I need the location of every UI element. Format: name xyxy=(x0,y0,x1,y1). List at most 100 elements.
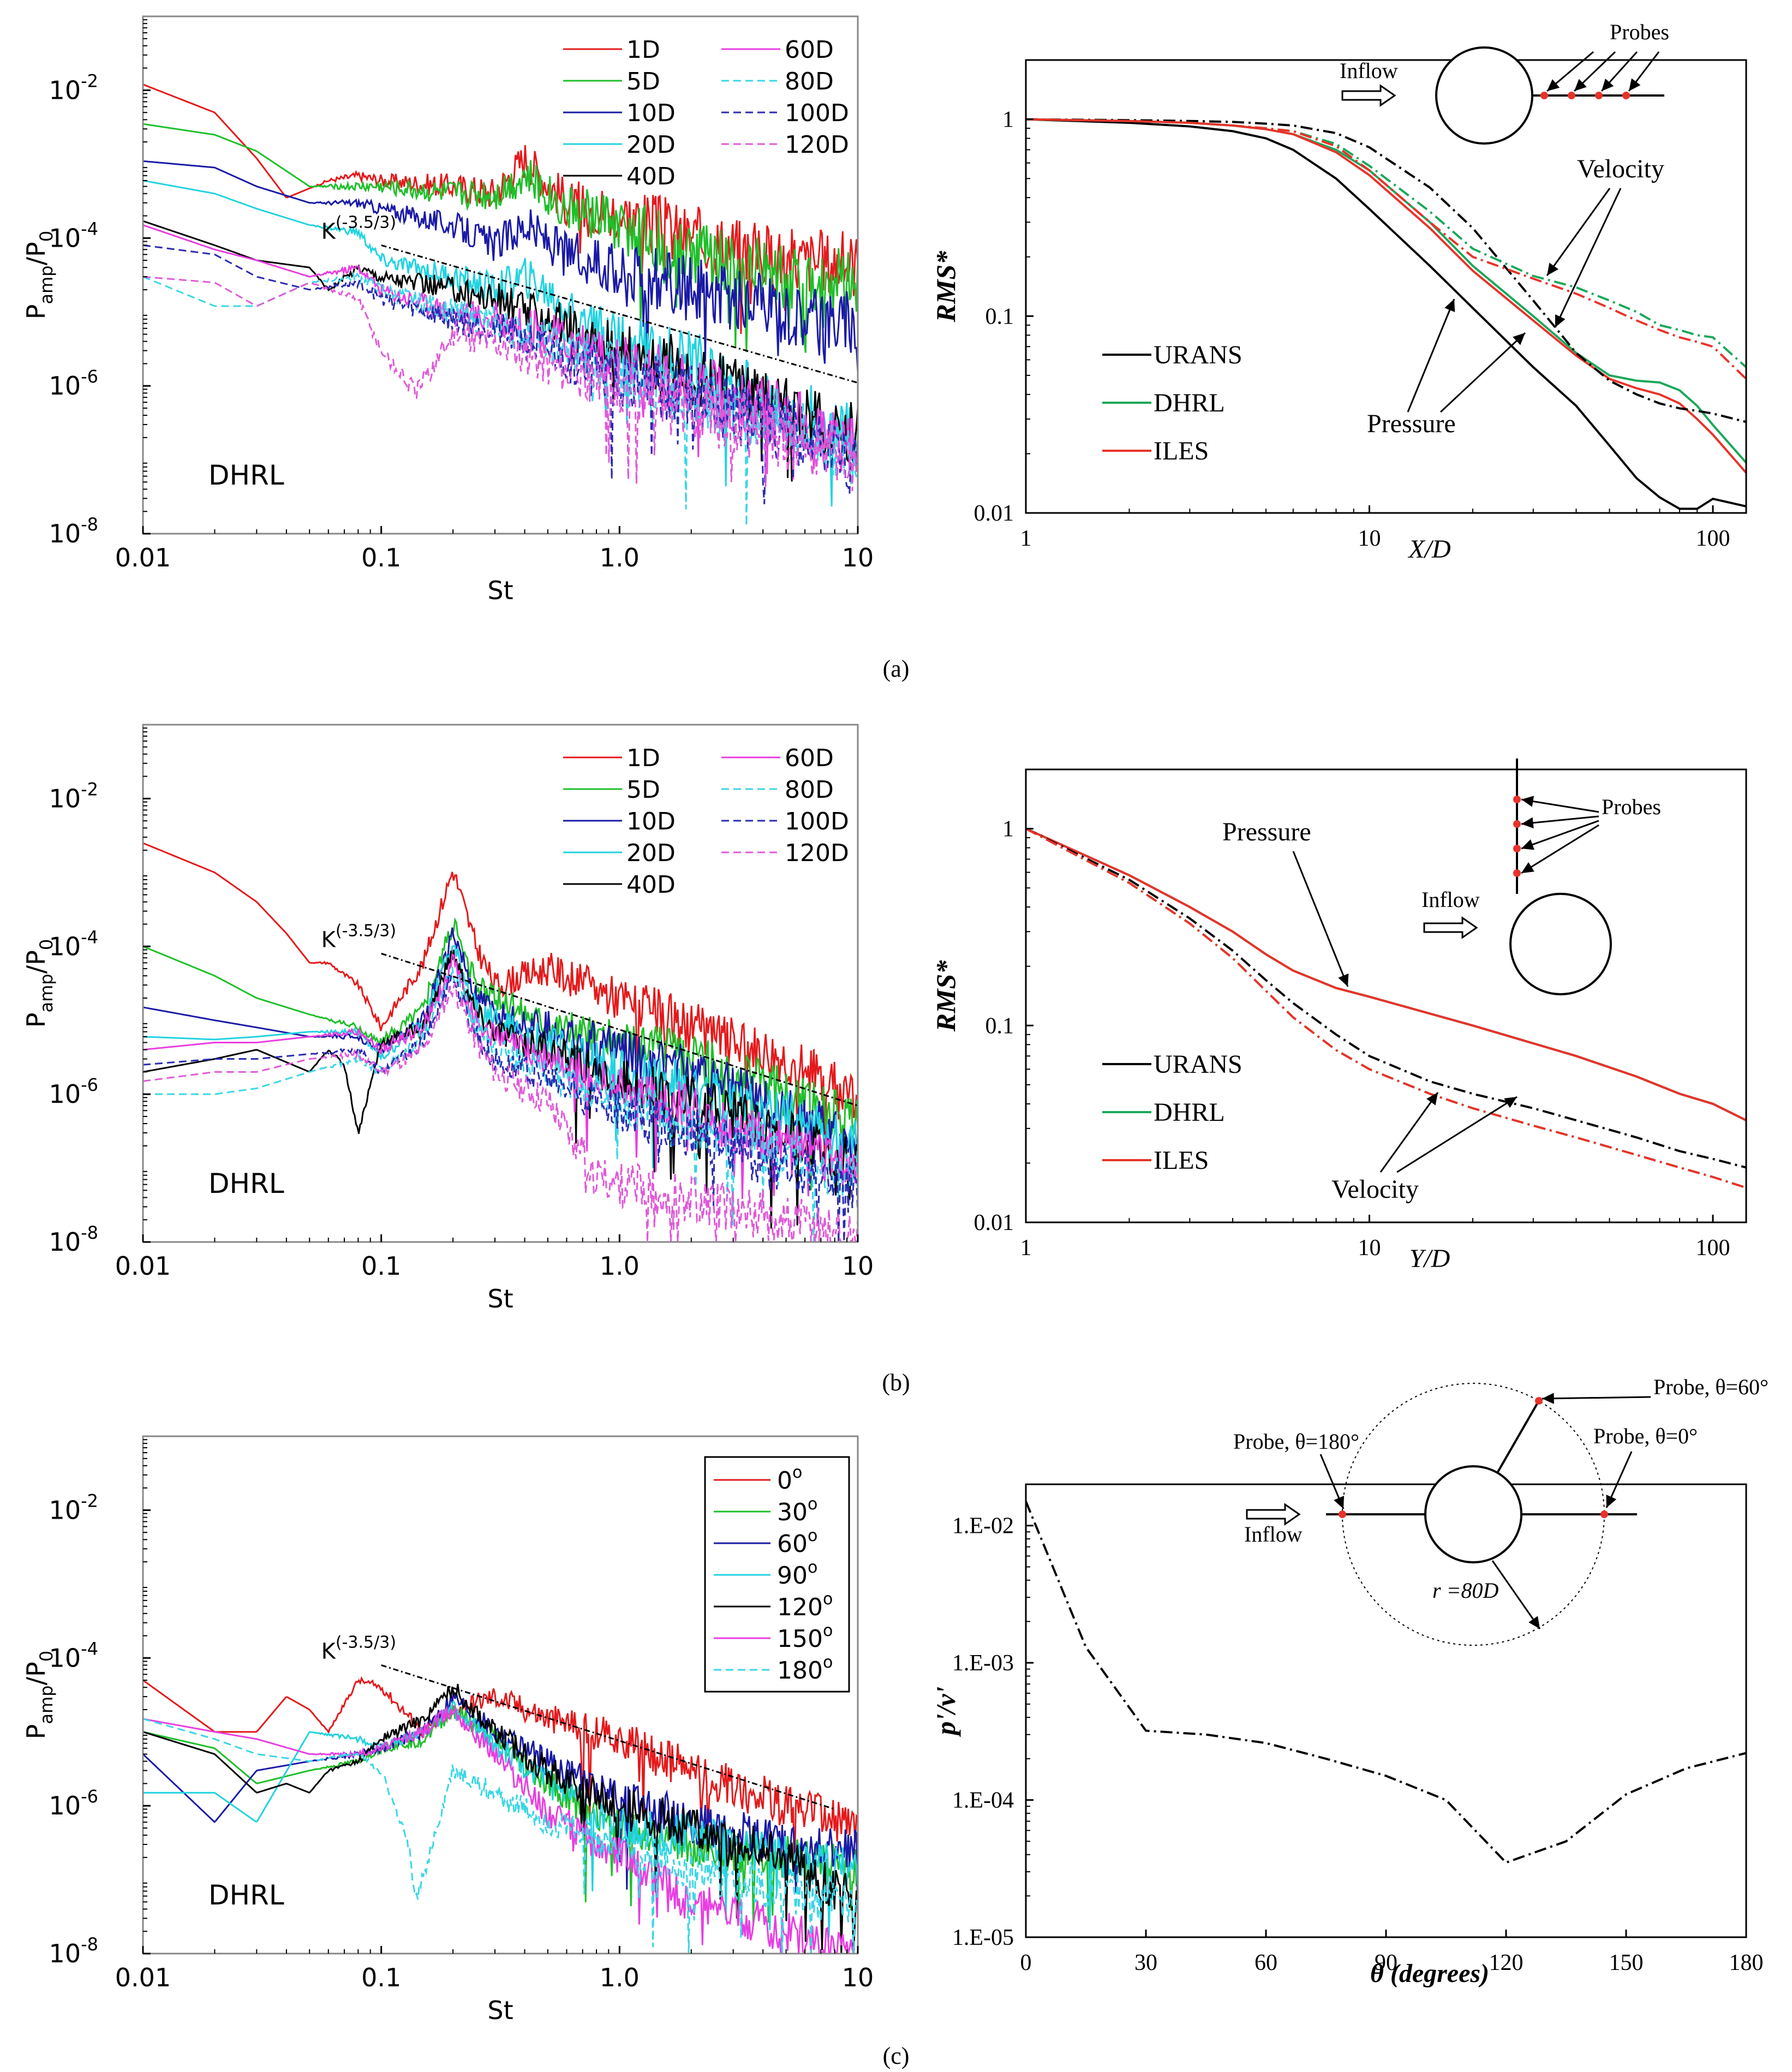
x-tick-label: 60 xyxy=(1255,1950,1277,1975)
plot-area xyxy=(143,83,858,527)
radius-label: r =80D xyxy=(1432,1578,1499,1603)
axes-frame xyxy=(142,15,859,535)
y-tick-label: 0.1 xyxy=(985,304,1014,329)
y-tick-exponent: -2 xyxy=(81,779,98,799)
y-axis-label: p'/v' xyxy=(930,1687,961,1737)
inflow-arrow-icon xyxy=(1246,1503,1301,1526)
probe-180-label: Probe, θ=180° xyxy=(1233,1429,1359,1454)
probes-label: Probes xyxy=(1610,20,1669,44)
legend-label-100D: 100D xyxy=(785,808,849,835)
method-annotation: DHRL xyxy=(208,459,284,491)
series-line-URANS-velocity xyxy=(1026,118,1746,423)
x-tick-label: 10 xyxy=(842,1963,874,1992)
legend: URANS DHRL ILES xyxy=(1102,1050,1243,1175)
x-axis-label: Y/D xyxy=(1409,1244,1450,1273)
probe-180-arrow-head xyxy=(1334,1496,1345,1509)
y-tick-label: 10-2 xyxy=(49,1490,98,1525)
chart-c-right: 0 30 60 90 120 150 180 1.E-05 1.E-04 1.E-03 1.E-02… xyxy=(930,1375,1769,1988)
caption-c: (c) xyxy=(883,2043,910,2069)
probe-0-arrow-head xyxy=(1606,1495,1617,1508)
slope-label: K(-3.5/3) xyxy=(321,213,396,244)
probe-marker xyxy=(1513,796,1521,803)
y-axis-label-mid: /P xyxy=(21,242,51,265)
y-tick-label: 10-6 xyxy=(49,1074,98,1109)
plot-area xyxy=(1026,1501,1746,1864)
probe-marker xyxy=(1568,92,1575,99)
probe-arrow-head xyxy=(1602,79,1614,91)
y-tick-label: 10-8 xyxy=(49,1934,98,1968)
axes-frame xyxy=(142,1435,859,1955)
y-tick-label: 1.E-02 xyxy=(952,1514,1014,1539)
series-line-5D xyxy=(143,123,858,353)
pressure-arrow-head xyxy=(1444,299,1455,312)
y-tick-label: 10-6 xyxy=(49,366,98,401)
chart-c-left: 0.01 0.1 1.0 1010-810-610-410-2K(-3.5/3)DHR… xyxy=(21,1435,874,2025)
velocity-arrow xyxy=(1546,188,1611,276)
pressure-annotation: Pressure xyxy=(1222,817,1311,846)
pressure-arrow xyxy=(1407,298,1455,413)
legend: 1D 5D 10D 20D 40D 60D 80D 100D 120D xyxy=(563,744,849,899)
x-tick-label: 10 xyxy=(842,1251,874,1281)
plot-area xyxy=(1026,827,1746,1189)
series-line-URANS-velocity xyxy=(1026,827,1746,1169)
inflow-label: Inflow xyxy=(1340,58,1398,83)
axes-frame xyxy=(142,724,859,1243)
velocity-arrow xyxy=(1379,1092,1439,1173)
velocity-arrow-head xyxy=(1555,314,1566,327)
pressure-arrow xyxy=(1439,332,1526,413)
chart-b-right: 1 10 100 0.01 0.1 1 Y/D RMS* URANS DHRL ILES Inflow… xyxy=(930,759,1747,1273)
series-line-ratio xyxy=(1026,1501,1746,1864)
legend-degree-mark: o xyxy=(792,1463,802,1482)
legend-label-150: 150o xyxy=(777,1621,833,1653)
x-tick-label: 1.0 xyxy=(600,1963,640,1992)
y-axis-label-sub: 0 xyxy=(36,231,57,242)
y-axis-label-sub: 0 xyxy=(36,1651,57,1662)
x-tick-label: 0.01 xyxy=(115,543,171,572)
series-line-30 xyxy=(143,1704,858,1926)
radius-arrow-head xyxy=(1528,1616,1540,1629)
probe-arrow xyxy=(1521,815,1599,825)
y-tick-label: 0.01 xyxy=(974,501,1014,526)
legend-label-URANS: URANS xyxy=(1154,1050,1243,1079)
probe-60-arrow xyxy=(1542,1396,1651,1400)
y-axis-label-sub: 0 xyxy=(36,939,57,950)
y-tick-exponent: -2 xyxy=(81,1490,98,1511)
legend-label-DHRL: DHRL xyxy=(1154,1098,1225,1127)
x-tick-label: 0.01 xyxy=(115,1251,171,1281)
velocity-arrow-head xyxy=(1426,1092,1438,1106)
y-tick-exponent: -8 xyxy=(81,1934,98,1955)
series-line-ILES-velocity xyxy=(1026,827,1746,1189)
probe-arrow-head xyxy=(1521,796,1534,807)
radius-arrow xyxy=(1491,1560,1541,1629)
chart-a-left: 0.01 0.1 1.0 1010-810-610-410-2K(-3.5/3)DHR… xyxy=(21,15,874,605)
legend: 1D 5D 10D 20D 40D 60D 80D 100D 120D xyxy=(563,36,849,190)
x-tick-label: 150 xyxy=(1609,1950,1644,1975)
y-tick-label: 10-2 xyxy=(49,779,98,813)
legend-label-DHRL: DHRL xyxy=(1154,389,1225,417)
legend-label-60D: 60D xyxy=(785,744,834,772)
y-tick-label: 10-6 xyxy=(49,1786,98,1820)
series-line-80D xyxy=(143,966,858,1242)
series-line-ILES-velocity xyxy=(1026,118,1746,380)
legend-label-20D: 20D xyxy=(626,131,676,159)
y-tick-label: 10-8 xyxy=(49,514,98,548)
slope-label-exponent: (-3.5/3) xyxy=(336,213,396,232)
pressure-annotation: Pressure xyxy=(1367,409,1456,438)
x-tick-label: 0 xyxy=(1020,1950,1032,1975)
y-axis-label: RMS* xyxy=(930,250,961,323)
chart-a-right: 1 10 100 0.01 0.1 1 X/D RMS* URANS DHRL ILES Inflow… xyxy=(930,20,1747,564)
x-tick-label: 0.1 xyxy=(361,1963,401,1992)
legend-label-40D: 40D xyxy=(626,163,676,190)
x-tick-label: 100 xyxy=(1695,526,1730,551)
cylinder-icon xyxy=(1424,1465,1522,1563)
x-tick-label: 10 xyxy=(842,543,874,572)
series-line-5D xyxy=(143,917,858,1191)
pressure-arrow-head xyxy=(1513,333,1525,345)
y-tick-exponent: -6 xyxy=(81,1786,98,1807)
velocity-annotation: Velocity xyxy=(1331,1175,1419,1204)
series-line-10D xyxy=(143,927,858,1168)
probe-marker xyxy=(1622,92,1630,99)
legend-label-100D: 100D xyxy=(785,99,849,127)
probe-0-label: Probe, θ=0° xyxy=(1593,1424,1698,1448)
